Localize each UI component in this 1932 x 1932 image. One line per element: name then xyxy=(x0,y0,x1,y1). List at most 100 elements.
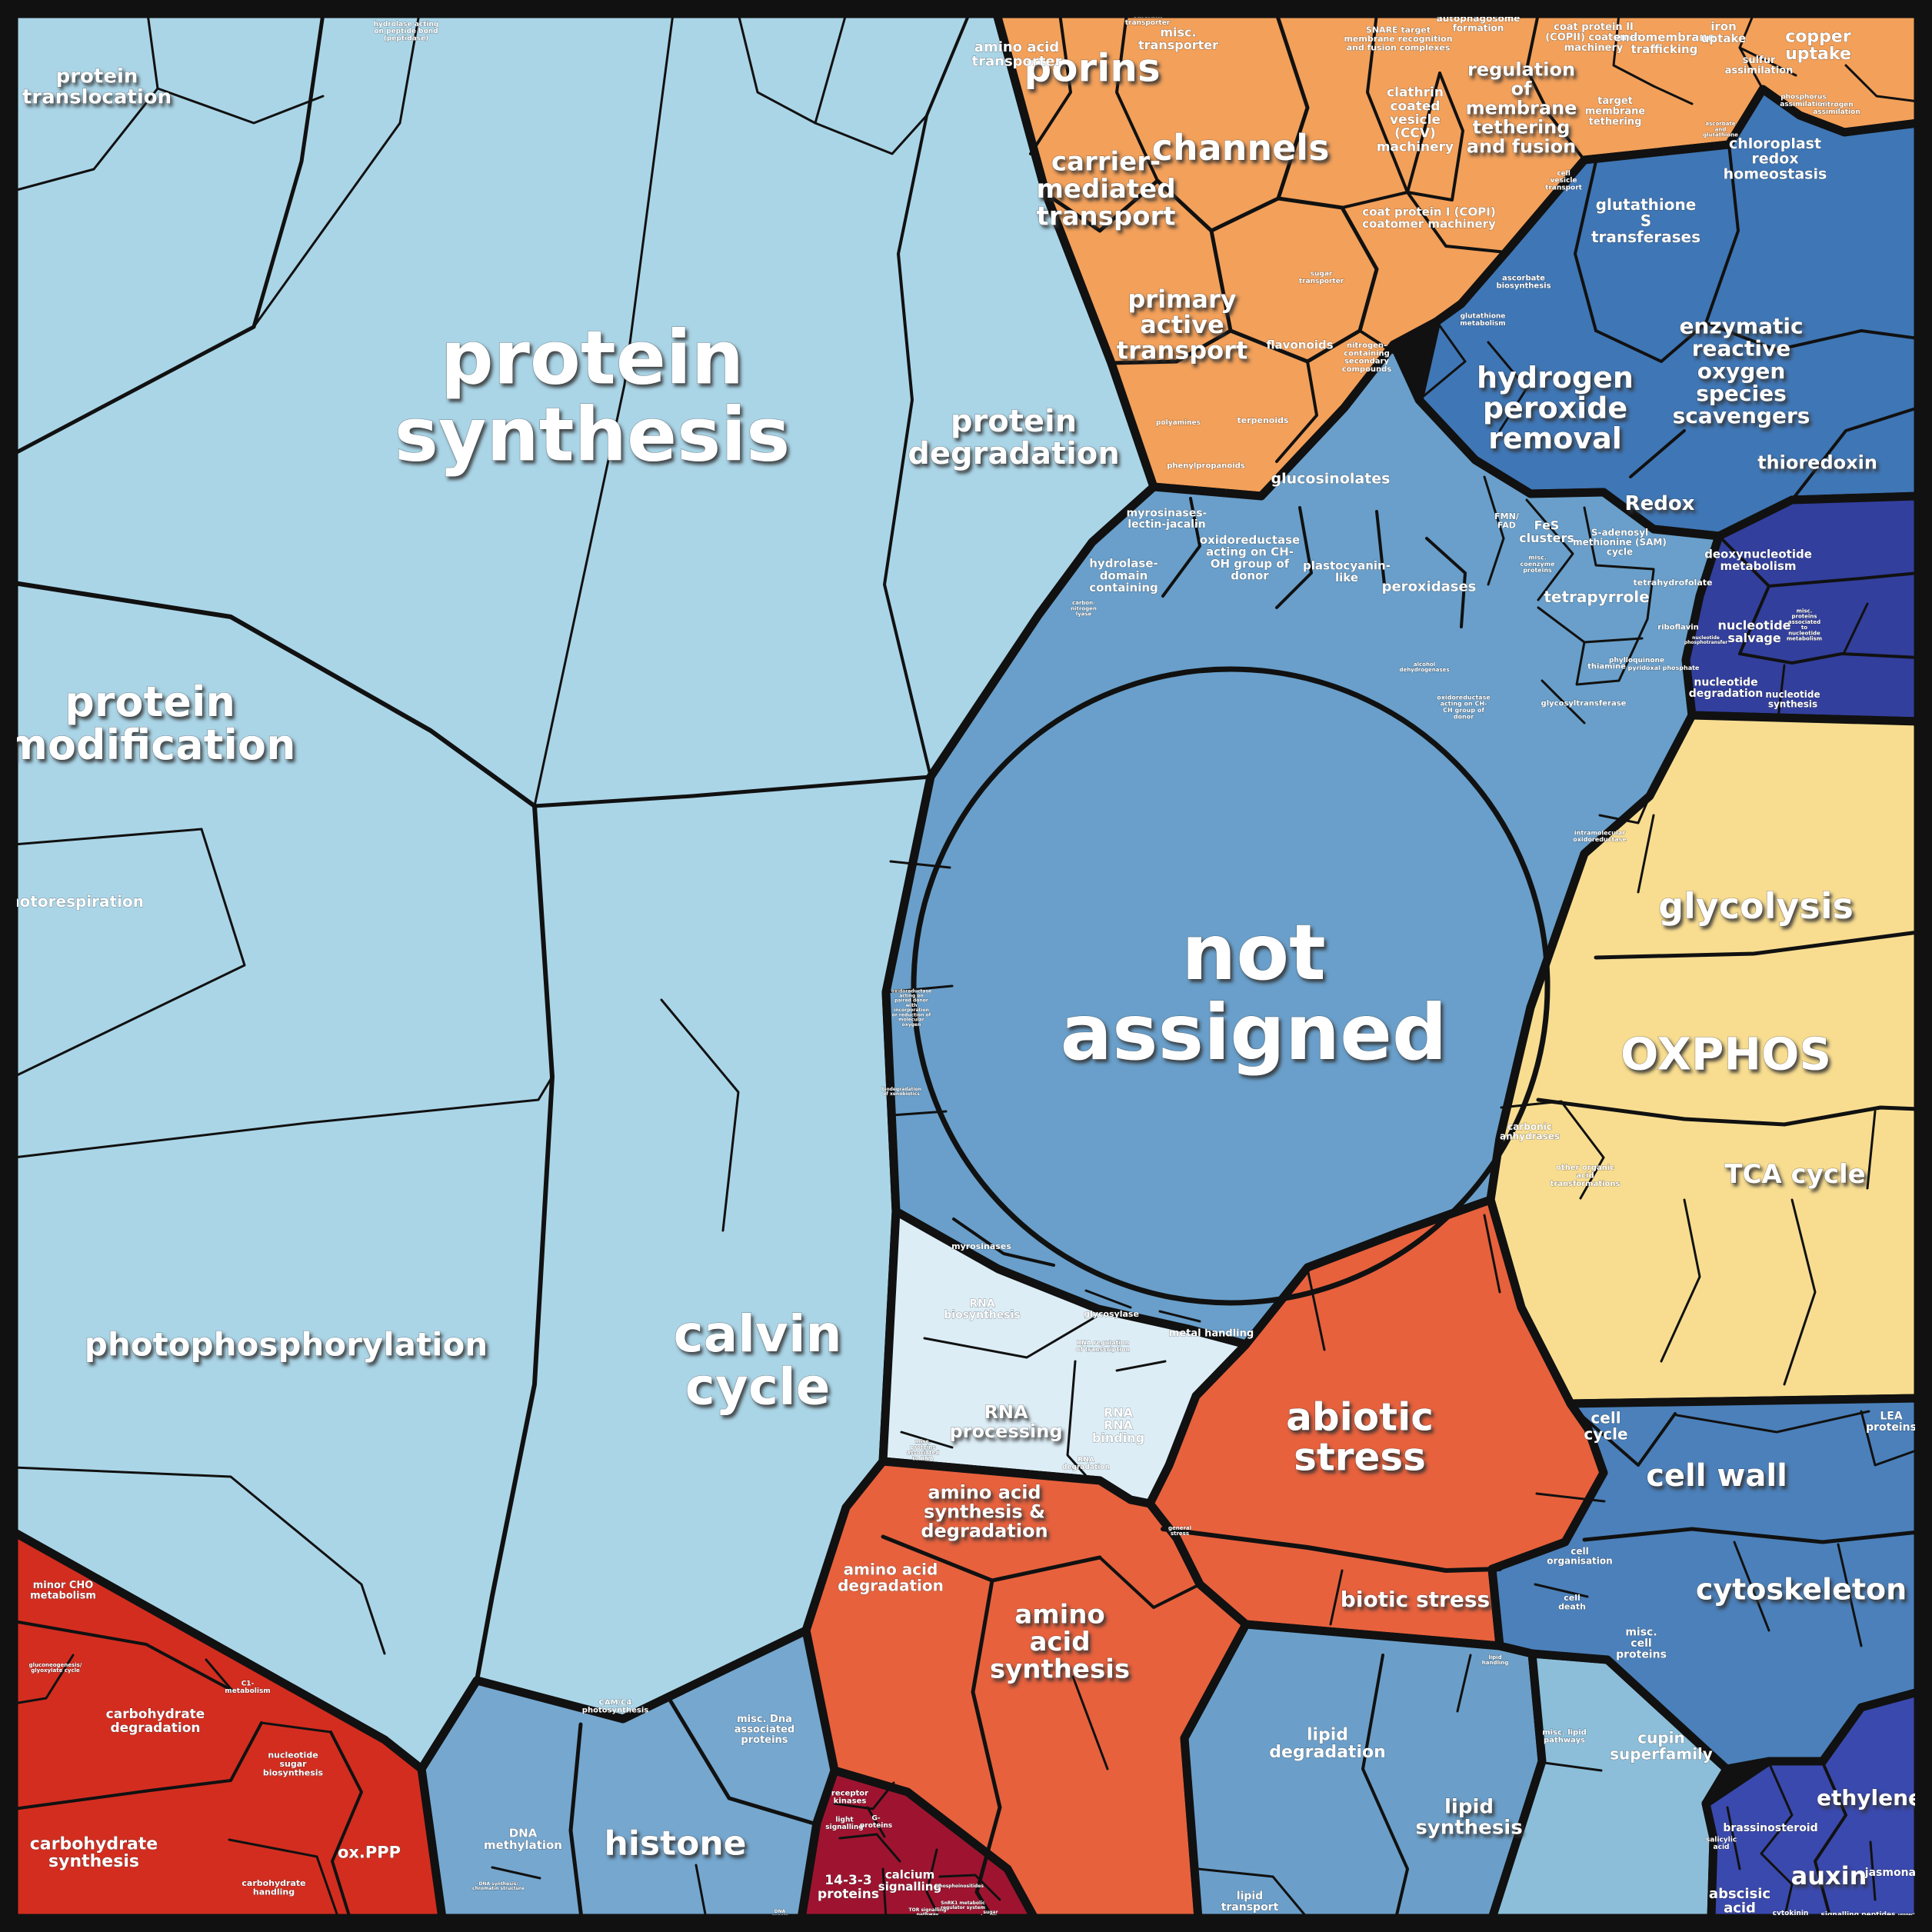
label-peroxidases: peroxidases xyxy=(1382,578,1477,595)
transport-membrane-cell-border xyxy=(1844,64,1920,103)
label-g-proteins: G-proteins xyxy=(860,1814,892,1829)
label-misc-transporter: misc. transporter xyxy=(1138,25,1218,52)
stress-cell-border xyxy=(1329,1569,1344,1626)
label-iron-uptake: iron uptake xyxy=(1701,19,1746,45)
label-plastocyanin-like: plastocyanin-like xyxy=(1303,558,1391,585)
label-misc-dna-associated-proteins: misc. Dna associated proteins xyxy=(734,1714,794,1746)
label-carbohydrate-synthesis: carbohydrate synthesis xyxy=(30,1834,158,1871)
carbohydrate-metabolism-cell-border xyxy=(205,1658,234,1692)
label-not-assigned: not assigned xyxy=(1061,908,1447,1078)
signalling-cell-border xyxy=(938,1874,1001,1901)
label-porins: porins xyxy=(1024,46,1160,91)
label-misc-coenzyme-proteins: misc. coenzyme proteins xyxy=(1521,554,1556,574)
redox-cell-border xyxy=(1790,406,1920,501)
protein-photosynthesis-cell-border xyxy=(252,12,421,328)
label-photorespiration: photorespiration xyxy=(0,892,144,911)
label-abscisic-acid: abscisic acid xyxy=(1709,1886,1770,1917)
protein-photosynthesis-cell-border xyxy=(532,774,933,808)
label-tca-cycle: TCA cycle xyxy=(1724,1159,1865,1190)
label-general-stress: general stress xyxy=(1168,1525,1191,1537)
carbohydrate-metabolism-cell-border xyxy=(315,1855,340,1920)
not-assigned-misc-enzymes-cell-border xyxy=(1483,475,1505,586)
label-protein-translocation: protein translocation xyxy=(22,65,172,109)
label-misc-proteins-associated-to-nucleotide-metabolis: misc. proteins associated to nucleotide metab… xyxy=(1787,608,1822,641)
protein-photosynthesis-cell-border xyxy=(737,12,848,125)
label-ascorbate-biosynthesis: ascorbate biosynthesis xyxy=(1496,274,1551,290)
label-nucleotide-salvage: nucleotide salvage xyxy=(1717,618,1790,645)
label-oxidoreductase-acting-on-ch-oh-group-of-donor: oxidoreductase acting on CH-OH group of do… xyxy=(1200,533,1300,583)
label-cell-cycle: cell cycle xyxy=(1584,1409,1627,1444)
label-jasmonate: jasmonate xyxy=(1864,1867,1928,1879)
transport-membrane-cell-border xyxy=(1029,12,1072,155)
label-coat-protein-i-copi-coatomer-machinery: coat protein I (COPI) coatomer machinery xyxy=(1362,205,1496,231)
label-fes-clusters: FeS clusters xyxy=(1519,518,1574,545)
cell-cell-border xyxy=(1675,1410,1870,1434)
amino-acid-metabolism-cell-border xyxy=(1098,1556,1201,1609)
label-light-signalling: light signalling xyxy=(825,1816,863,1830)
transport-membrane-cell-border xyxy=(1366,12,1409,194)
redox-cell-border xyxy=(1629,429,1686,478)
label-calcium-signalling: calcium signalling xyxy=(878,1867,941,1894)
label-hydrolase-domain-containing: hydrolase-domain containing xyxy=(1089,557,1158,595)
protein-photosynthesis-cell-border xyxy=(12,12,325,456)
nucleotide-metabolism-cell-border xyxy=(1843,602,1869,654)
label-endomembrane-trafficking: endomembrane trafficking xyxy=(1614,30,1715,56)
label-riboflavin: riboflavin xyxy=(1657,624,1699,632)
not-assigned-misc-enzymes-cell-border xyxy=(1084,1289,1132,1309)
label-protein-synthesis: protein synthesis xyxy=(395,315,791,478)
not-assigned-misc-enzymes-cell-border xyxy=(1158,1310,1201,1323)
label-ascorbate-and-glutathione: ascorbate and glutathione xyxy=(1703,121,1738,138)
redox-cell-border xyxy=(1704,143,1740,325)
protein-photosynthesis-cell-border xyxy=(12,581,537,808)
not-assigned-misc-enzymes-cell-border xyxy=(1583,506,1655,571)
label-oxidoreductase-acting-on-ch-ch-group-of-donor: oxidoreductase acting on CH-CH group of do… xyxy=(1437,694,1491,720)
label-cell-death: cell death xyxy=(1558,1593,1586,1611)
label-primary-active-transport: primary active transport xyxy=(1117,285,1247,365)
label-carrier-mediated-transport: carrier-mediated transport xyxy=(1036,147,1175,232)
label-cupin-superfamily: cupin superfamily xyxy=(1610,1729,1713,1764)
label-minor-cho-metabolism: minor CHO metabolism xyxy=(30,1580,96,1602)
label-snare-target-membrane-recognition-and-fusion-com: SNARE target membrane recognition and fusi… xyxy=(1344,25,1452,52)
hormone-metabolism-cell-border xyxy=(1869,1840,1877,1901)
not-assigned-misc-enzymes-cell-border xyxy=(1425,537,1467,628)
label-nucleotide-degradation: nucleotide degradation xyxy=(1689,677,1763,701)
label-polyamines: polyamines xyxy=(1156,419,1201,427)
label-misc-proteins-associated-to-rna: misc. proteins associated to RNA xyxy=(907,1439,939,1462)
label-tor-signalling-pathway: TOR signalling pathway xyxy=(909,1907,947,1917)
label-rna-rna-binding: RNA RNA binding xyxy=(1092,1405,1144,1445)
signalling-cell-border xyxy=(925,1848,941,1920)
protein-photosynthesis-cell-border xyxy=(12,828,203,846)
transport-membrane-cell-border xyxy=(1652,85,1694,105)
label-biodegradation-of-xenobiotics: biodegradation of xenobiotics xyxy=(881,1087,921,1097)
label-phenylpropanoids: phenylpropanoids xyxy=(1167,462,1245,471)
cell-cell-border xyxy=(1582,1527,1920,1544)
cell-cell-border xyxy=(1534,1583,1589,1598)
label-photophosphorylation: photophosphorylation xyxy=(85,1326,488,1364)
not-assigned-misc-enzymes-cell-border xyxy=(1161,497,1201,598)
label-chloroplast-redox-homeostasis: chloroplast redox homeostasis xyxy=(1724,135,1827,183)
not-assigned-misc-enzymes-cell-border-circle xyxy=(911,666,1551,1306)
rna-cell-border xyxy=(900,1431,954,1449)
protein-photosynthesis-cell-border xyxy=(475,804,555,1683)
not-assigned-misc-enzymes-cell-border xyxy=(1525,498,1574,601)
redox-cell-border xyxy=(1574,160,1597,332)
label-amino-acid-synthesis-degradation: amino acid synthesis & degradation xyxy=(921,1481,1048,1541)
label-sulfur-assimilation: sulfur assimilation xyxy=(1725,55,1794,77)
label-amino-acid-degradation: amino acid degradation xyxy=(838,1561,944,1595)
rna-cell-border xyxy=(923,1315,1098,1359)
label-lipid-synthesis: lipid synthesis xyxy=(1415,1796,1522,1840)
carbohydrate-metabolism-cell-border xyxy=(12,1721,263,1810)
label-gluconeogenesis-glyoxylate-cycle: gluconeogenesis/glyoxylate cycle xyxy=(29,1662,82,1674)
lipid-metabolism-cell-border xyxy=(1197,1867,1309,1920)
label-clathrin-coated-vesicle-ccv-machinery: clathrin coated vesicle (CCV) machinery xyxy=(1377,85,1454,155)
redox-cell-border xyxy=(1704,321,1920,351)
label-rna-biosynthesis: RNA biosynthesis xyxy=(944,1298,1020,1322)
label-lipid-degradation: lipid degradation xyxy=(1269,1725,1386,1762)
hormone-metabolism-cell-border xyxy=(1814,1761,1847,1920)
label-protein-degradation: protein degradation xyxy=(908,404,1120,471)
label-hydrogen-peroxide-removal: hydrogen peroxide removal xyxy=(1477,361,1634,455)
dna-histone-cell-border xyxy=(695,1864,708,1920)
nucleotide-metabolism-cell-border xyxy=(1738,652,1920,665)
